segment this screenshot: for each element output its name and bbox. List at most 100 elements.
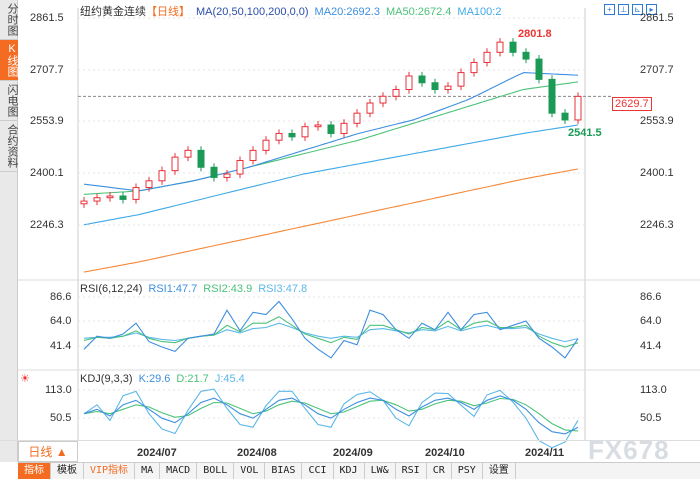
price-tick: 2246.3 — [30, 219, 64, 231]
candle — [106, 195, 114, 199]
tab-contract-info[interactable]: 合约资料 — [0, 121, 18, 172]
kdj-tick-right: 50.5 — [640, 412, 662, 424]
candle — [184, 149, 192, 158]
candle — [314, 124, 322, 128]
ma20-value: MA20:2692.3 — [314, 6, 380, 18]
candle — [80, 200, 88, 205]
tab-1[interactable]: 模板 — [51, 463, 84, 479]
tab-2[interactable]: VIP指标 — [84, 463, 136, 479]
rsi-tick-right: 41.4 — [640, 340, 662, 352]
rsi3-value: RSI3:47.8 — [258, 283, 308, 295]
ma50-value: MA50:2672.4 — [385, 6, 452, 18]
candle — [93, 197, 101, 202]
kdj-title: KDJ(9,3,3) — [80, 373, 133, 385]
forward-icon[interactable]: ▸ — [646, 4, 657, 15]
date-label: 2024/11 — [525, 447, 565, 459]
rsi-tick: 64.0 — [50, 315, 72, 327]
rsi-tick: 86.6 — [50, 291, 72, 303]
candle — [379, 95, 387, 104]
k-value: K:29.6 — [138, 373, 171, 385]
tab-0[interactable]: 指标 — [18, 463, 51, 479]
price-tick: 2400.1 — [30, 167, 64, 179]
settings-sun-icon[interactable]: ☀ — [20, 373, 30, 385]
date-label: 2024/09 — [333, 447, 373, 459]
candle — [444, 85, 452, 91]
tab-8[interactable]: CCI — [302, 463, 334, 479]
j-line — [83, 388, 579, 449]
candle — [275, 132, 283, 141]
candle — [236, 160, 244, 175]
chart-tools: + ⊥ ⊾ ▸ — [604, 4, 657, 15]
ma200-line — [83, 168, 579, 273]
tab-9[interactable]: KDJ — [334, 463, 365, 479]
candle — [418, 75, 426, 84]
date-label: 2024/10 — [425, 447, 465, 459]
rsi2-line — [83, 316, 579, 348]
ma20-line — [83, 72, 579, 192]
candle — [431, 82, 439, 91]
tab-timeshare[interactable]: 分时图 — [0, 0, 18, 40]
tab-12[interactable]: CR — [427, 463, 452, 479]
price-tick-right: 2400.1 — [640, 167, 674, 179]
tab-kline[interactable]: K线图 — [0, 40, 18, 81]
last-price-box: 2629.7 — [612, 97, 652, 111]
tab-3[interactable]: MA — [135, 463, 161, 479]
period-button[interactable]: 日线 ▲ — [18, 441, 78, 462]
candle — [119, 195, 127, 200]
tab-7[interactable]: BIAS — [265, 463, 303, 479]
sidebar: 分时图 K线图 闪电图 合约资料 — [0, 0, 18, 462]
candle — [145, 180, 153, 189]
kdj-tick: 113.0 — [45, 384, 72, 396]
rsi1-line — [83, 300, 579, 359]
tab-11[interactable]: RSI — [396, 463, 427, 479]
zoom-in-icon[interactable]: ⊥ — [618, 4, 629, 15]
candle — [548, 78, 556, 114]
chart-canvas[interactable] — [0, 0, 700, 462]
instrument-name: 纽约黄金连续 — [80, 6, 146, 18]
candle — [457, 72, 465, 87]
crosshair-icon[interactable]: + — [604, 4, 615, 15]
candle — [301, 126, 309, 138]
price-tick-right: 2246.3 — [640, 219, 674, 231]
date-label: 2024/07 — [137, 447, 177, 459]
rsi-tick-right: 64.0 — [640, 315, 662, 327]
tab-flash[interactable]: 闪电图 — [0, 81, 18, 121]
price-tick-right: 2861.5 — [640, 12, 674, 24]
candle — [171, 156, 179, 172]
tab-13[interactable]: PSY — [452, 463, 483, 479]
kdj-header: KDJ(9,3,3) K:29.6 D:21.7 J:45.4 — [80, 373, 251, 385]
rsi-title: RSI(6,12,24) — [80, 283, 143, 295]
candle — [132, 187, 140, 200]
candle — [327, 124, 335, 134]
candle — [574, 95, 582, 121]
date-axis: 2024/07 2024/08 2024/09 2024/10 2024/11 — [0, 440, 700, 462]
d-value: D:21.7 — [176, 373, 209, 385]
price-tick: 2553.9 — [30, 115, 64, 127]
rsi1-value: RSI1:47.7 — [148, 283, 198, 295]
candle — [535, 58, 543, 80]
candle — [522, 51, 530, 60]
rsi3-line — [83, 322, 579, 343]
kdj-tick: 50.5 — [50, 412, 72, 424]
candle — [509, 41, 517, 53]
candle — [197, 149, 205, 168]
tab-6[interactable]: VOL — [234, 463, 266, 479]
rsi-header: RSI(6,12,24) RSI1:47.7 RSI2:43.9 RSI3:47.8 — [80, 283, 313, 295]
high-label: 2801.8 — [518, 28, 552, 40]
candle — [561, 112, 569, 121]
candle — [262, 139, 270, 151]
tab-5[interactable]: BOLL — [197, 463, 235, 479]
candle — [470, 61, 478, 74]
kdj-tick-right: 113.0 — [640, 384, 667, 396]
tab-4[interactable]: MACD — [160, 463, 198, 479]
indicator-tabs: 指标 模板 VIP指标 MA MACD BOLL VOL BIAS CCI KDJ LW& RSI CR… — [18, 462, 700, 479]
price-tick-right: 2553.9 — [640, 115, 674, 127]
period-label[interactable]: 【日线】 — [146, 6, 190, 18]
candle — [366, 102, 374, 114]
zoom-out-icon[interactable]: ⊾ — [632, 4, 643, 15]
price-tick: 2707.7 — [30, 64, 64, 76]
tab-10[interactable]: LW& — [365, 463, 396, 479]
ma-params[interactable]: MA(20,50,100,200,0,0) — [196, 6, 309, 18]
tab-14[interactable]: 设置 — [483, 463, 516, 479]
date-label: 2024/08 — [237, 447, 277, 459]
